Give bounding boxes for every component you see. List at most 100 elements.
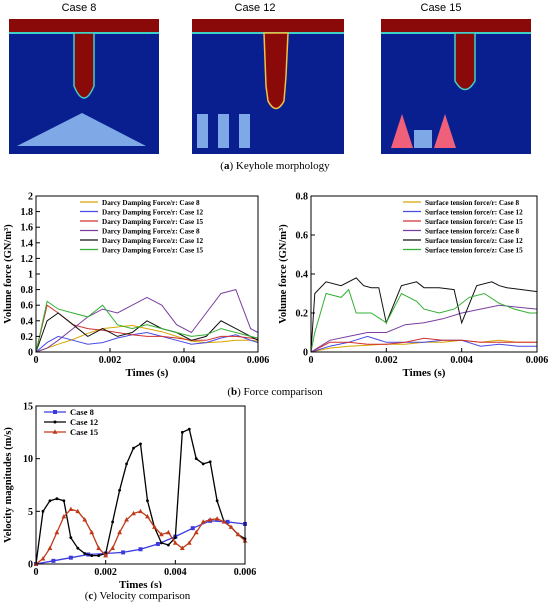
legend-label: Darcy Damping Force/z: Case 12 [102, 237, 204, 245]
x-tick-label: 0.002 [375, 355, 398, 366]
data-point [82, 517, 88, 522]
keyhole-case-15 [381, 19, 531, 154]
keyhole-case-8 [9, 19, 159, 154]
data-point [40, 556, 46, 561]
data-point [187, 427, 191, 431]
panel-c-caption: (c) Velocity comparison [84, 590, 191, 602]
series-2 [34, 427, 247, 566]
data-point [215, 499, 219, 503]
y-tick-label: 0.6 [296, 231, 309, 242]
y-tick-label: 0.6 [21, 301, 34, 312]
legend-label: Darcy Damping Force/z: Case 8 [102, 227, 200, 235]
data-point [68, 555, 73, 560]
data-point [69, 536, 73, 540]
data-point [118, 488, 121, 492]
data-point [61, 514, 67, 519]
series-line [310, 277, 538, 353]
obstacle-triangle [391, 114, 413, 148]
x-axis-label: Times (s) [119, 579, 162, 588]
legend-label: Surface tension force/r: Case 12 [425, 208, 523, 216]
legend-label: Darcy Damping Force/r: Case 15 [102, 218, 204, 226]
legend-label: Surface tension force/z: Case 15 [425, 246, 523, 254]
y-tick-label: 0.8 [296, 192, 309, 203]
data-point [225, 519, 230, 524]
data-point [121, 550, 126, 555]
x-tick-label: 0 [34, 355, 39, 366]
y-tick-label: 5 [28, 507, 33, 518]
obstacle-bar [197, 114, 208, 148]
y-tick-label: 2 [28, 192, 33, 203]
data-point [200, 519, 206, 524]
case-8-title: Case 8 [61, 2, 97, 14]
x-tick-label: 0.006 [247, 355, 270, 366]
series-line [35, 520, 246, 565]
series-line [310, 304, 538, 353]
y-tick-label: 0.4 [21, 316, 34, 327]
data-point [145, 514, 150, 519]
surface-tension-chart: 0 0.002 0.004 0.006 0 0.2 0.4 0.6 0.8 Times (s) Vo… [278, 192, 549, 380]
legend-label: Surface tension force/z: Case 12 [425, 237, 523, 245]
series-4 [35, 289, 259, 353]
data-point [190, 526, 195, 531]
keyhole-morphology-figure [9, 19, 531, 154]
data-point [48, 499, 52, 503]
data-point [75, 508, 81, 514]
x-tick-label: 0.004 [164, 567, 187, 578]
data-point [139, 442, 142, 446]
data-point [125, 462, 128, 466]
x-tick-label: 0.004 [173, 355, 196, 366]
panel-a-caption: (a) Keyhole morphology [220, 160, 330, 172]
data-point [146, 499, 149, 503]
data-point [186, 540, 192, 545]
data-point [132, 446, 135, 450]
y-tick-label: 0 [28, 560, 33, 571]
data-point [54, 529, 60, 535]
data-point [214, 516, 220, 521]
data-point [201, 462, 205, 466]
data-point [62, 499, 66, 503]
series-6 [310, 288, 537, 353]
obstacle-triangle [434, 114, 456, 148]
x-tick-label: 0.006 [526, 355, 549, 366]
series-5 [35, 312, 259, 353]
legend-label: Surface tension force/z: Case 8 [425, 227, 519, 235]
data-point [207, 517, 213, 522]
data-point [160, 541, 163, 545]
legend-label: Case 15 [70, 427, 98, 437]
obstacle-bar [239, 114, 250, 148]
y-tick-label: 0 [28, 348, 33, 359]
data-point [111, 520, 115, 524]
y-tick-label: 1.4 [21, 238, 34, 249]
data-point [152, 524, 157, 529]
series-5 [310, 277, 538, 353]
data-point [172, 540, 178, 545]
series-line [35, 300, 259, 353]
x-tick-label: 0.002 [94, 567, 117, 578]
data-point [193, 529, 199, 535]
x-tick-label: 0.004 [450, 355, 473, 366]
y-tick-label: 0.4 [296, 270, 309, 281]
y-axis-label: Velocity magnitudes (m/s) [3, 427, 14, 543]
data-point [131, 510, 136, 516]
series-3 [33, 506, 248, 566]
data-point [110, 545, 116, 550]
x-tick-label: 0 [34, 567, 39, 578]
series-2 [35, 331, 259, 353]
y-tick-label: 0.2 [296, 309, 309, 320]
series-line [310, 288, 537, 353]
data-point [97, 554, 101, 557]
plot-frame [35, 405, 246, 565]
data-point [47, 545, 53, 550]
obstacle-bar [218, 114, 229, 148]
y-tick-label: 1.8 [21, 207, 34, 218]
x-axis-label: Times (s) [126, 367, 169, 379]
series-line [35, 312, 259, 353]
data-point [96, 545, 102, 550]
data-point [180, 430, 184, 434]
x-tick-label: 0.002 [99, 355, 122, 366]
series-line [35, 428, 246, 565]
series-line [310, 337, 537, 353]
data-point [194, 457, 198, 461]
data-point [55, 497, 59, 501]
